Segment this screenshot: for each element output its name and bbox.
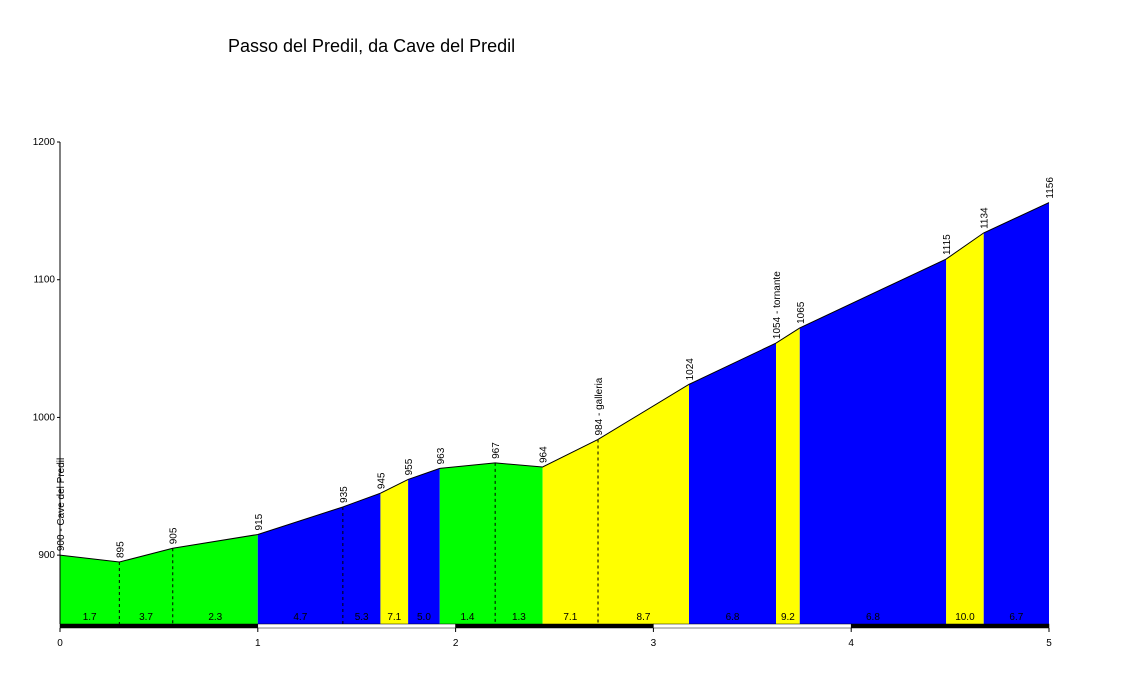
elevation-label-15: 1134: [980, 207, 991, 229]
segment-fill-3: [408, 468, 440, 624]
chart-title: Passo del Predil, da Cave del Predil: [228, 36, 516, 56]
distance-bar-block-2: [455, 623, 654, 629]
elevation-label-12: 1054 - tornante: [772, 271, 783, 339]
elevation-label-10: 984 - galleria: [594, 377, 605, 435]
gradient-label-6: 5.0: [417, 612, 431, 623]
elevation-label-1: 895: [115, 541, 126, 558]
segment-fills: [60, 202, 1049, 625]
segment-fill-8: [799, 259, 947, 624]
gradient-label-2: 2.3: [208, 612, 222, 623]
segment-fill-0: [60, 534, 258, 624]
elevation-label-3: 915: [254, 513, 265, 530]
segment-fill-5: [542, 384, 690, 624]
elevation-label-5: 945: [376, 472, 387, 489]
elevation-label-14: 1115: [942, 234, 953, 255]
gradient-label-11: 6.8: [726, 612, 740, 623]
distance-bar-block-0: [59, 623, 259, 629]
elevation-label-0: 900 - Cave del Predil: [56, 458, 67, 551]
gradient-label-10: 8.7: [637, 612, 651, 623]
elevation-label-11: 1024: [685, 358, 696, 381]
elevation-label-4: 935: [339, 486, 350, 503]
gradient-label-1: 3.7: [139, 612, 153, 623]
y-tick-label-0: 900: [38, 550, 55, 561]
gradient-label-4: 5.3: [355, 612, 369, 623]
segment-fill-6: [689, 343, 777, 624]
distance-bar-block-4: [850, 623, 1050, 629]
segment-fill-4: [439, 462, 543, 624]
segment-fill-10: [983, 202, 1049, 624]
x-tick-label-1: 1: [255, 638, 261, 649]
elevation-label-9: 964: [539, 446, 550, 463]
x-tick-label-4: 4: [848, 638, 854, 649]
axes: 900 1000 1100 1200 0 1 2 3 4 5: [33, 137, 1052, 649]
gradient-label-0: 1.7: [83, 612, 97, 623]
elevation-label-6: 955: [404, 458, 415, 475]
gradient-labels: 1.7 3.7 2.3 4.7 5.3 7.1 5.0 1.4 1.3 7.1 8.7 6.8 9.2 6…: [83, 612, 1024, 623]
y-tick-label-1: 1000: [33, 412, 56, 423]
gradient-label-5: 7.1: [387, 612, 401, 623]
segment-fill-2: [380, 479, 409, 624]
segment-fill-1: [257, 493, 381, 624]
gradient-label-14: 10.0: [955, 612, 975, 623]
segment-fill-7: [776, 327, 800, 624]
segment-dividers: [118, 439, 599, 624]
distance-bar-block-1: [257, 623, 456, 629]
gradient-label-13: 6.8: [866, 612, 880, 623]
profile-line: [59, 202, 1050, 563]
x-tick-label-5: 5: [1046, 638, 1052, 649]
elevation-label-13: 1065: [796, 301, 807, 324]
point-labels: 900 - Cave del Predil 895 905 915 935 945 955 9…: [56, 177, 1056, 558]
x-tick-label-3: 3: [651, 638, 657, 649]
gradient-label-9: 7.1: [563, 612, 577, 623]
gradient-label-8: 1.3: [512, 612, 526, 623]
x-tick-label-0: 0: [57, 638, 63, 649]
elevation-label-2: 905: [169, 527, 180, 544]
gradient-label-7: 1.4: [461, 612, 475, 623]
y-tick-label-2: 1100: [33, 275, 55, 286]
distance-bar-block-3: [653, 623, 852, 629]
segment-fill-9: [946, 232, 984, 625]
gradient-label-15: 6.7: [1009, 612, 1023, 623]
elevation-label-8: 967: [491, 442, 502, 459]
elevation-label-7: 963: [436, 447, 447, 464]
gradient-label-12: 9.2: [781, 612, 795, 623]
gradient-label-3: 4.7: [293, 612, 307, 623]
profile-line-group: [59, 202, 1050, 563]
x-tick-label-2: 2: [453, 638, 459, 649]
elevation-label-16: 1156: [1045, 177, 1056, 199]
distance-bar: [59, 623, 1050, 629]
y-tick-label-3: 1200: [33, 137, 56, 148]
